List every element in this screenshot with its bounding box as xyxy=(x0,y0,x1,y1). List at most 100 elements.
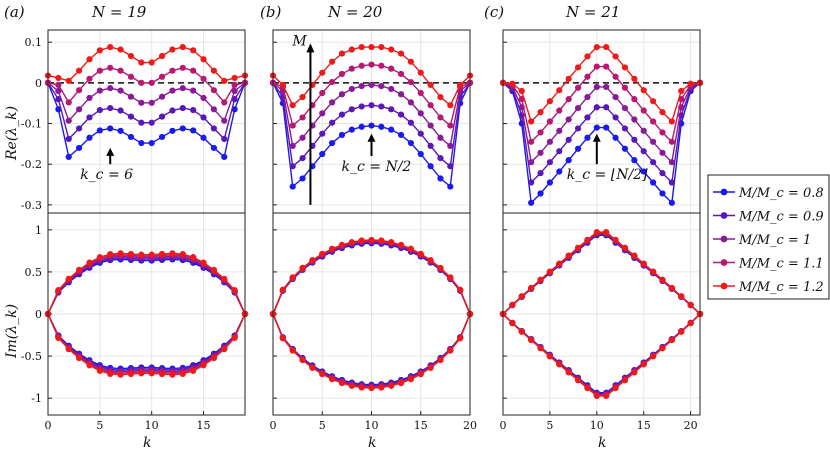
panel-a-re-point xyxy=(221,117,228,124)
panel-b-re-point xyxy=(427,122,434,129)
panel-a-re-point xyxy=(86,114,93,121)
panel-c-im-point xyxy=(546,268,554,275)
panel-b-im-point xyxy=(289,274,296,281)
panel-a-im-series-line xyxy=(47,252,246,315)
panel-b-im-point xyxy=(427,257,434,264)
panel-a-re-point xyxy=(107,43,114,51)
panel-a-re-ytick-label: -0.1 xyxy=(21,118,42,131)
panel-a-re-point xyxy=(96,107,103,114)
panel-c-re-point xyxy=(640,168,647,175)
panel-c-re-point xyxy=(640,107,647,114)
panel-a-title: N = 19 xyxy=(91,3,147,21)
panel-c-re-point xyxy=(603,43,610,51)
panel-c-im-point xyxy=(659,345,666,352)
panel-c-re-point xyxy=(537,149,544,156)
panel-a-im-point xyxy=(96,367,103,374)
panel-c-xtick-label: 5 xyxy=(546,419,553,432)
panel-c-re-series-line xyxy=(502,82,701,205)
panel-a-im-series-line xyxy=(47,313,246,371)
panel-a-re-point xyxy=(76,106,83,113)
panel-a-re-ytick-label: 0.1 xyxy=(25,36,43,49)
panel-a-im-point xyxy=(138,251,145,258)
panel-a-im-point xyxy=(148,251,155,258)
panel-c-annotation-label: k_c = ⌊N/2⌋ xyxy=(567,167,648,183)
panel-a-re-point xyxy=(96,67,103,74)
panel-a-re-point xyxy=(190,127,197,134)
panel-a-re-point xyxy=(169,107,176,114)
panel-a-re-point xyxy=(210,87,217,94)
panel-c-title: N = 21 xyxy=(565,3,620,21)
panel-a-xlabel: k xyxy=(143,435,151,451)
panel-a-re-point xyxy=(169,67,176,74)
panel-c-im-point xyxy=(593,228,600,236)
panel-b-re-point xyxy=(407,58,414,65)
panel-b-xlabel: k xyxy=(368,435,376,451)
panel-b-re-point xyxy=(437,94,444,101)
panel-b-xtick-label: 10 xyxy=(365,419,379,432)
panel-a-im-point xyxy=(221,346,228,353)
panel-a-im-point xyxy=(86,259,93,266)
panel-c-im-point xyxy=(612,236,619,243)
panel-c-im-series-line xyxy=(502,313,701,396)
panel-a-im-series-line xyxy=(47,255,246,315)
panel-b-label: (b) xyxy=(260,3,281,21)
panel-b-im-point xyxy=(447,347,454,354)
panel-c-im-point xyxy=(659,276,666,283)
panel-b-re-point xyxy=(447,163,454,170)
panel-c-re-point xyxy=(659,109,666,116)
panel-a-re-point xyxy=(179,125,186,132)
panel-a-re-point xyxy=(148,99,155,106)
panel-c-re-point xyxy=(593,124,600,131)
panel-b-title: N = 20 xyxy=(327,3,383,21)
panel-b-re-point xyxy=(329,119,336,126)
panel-b-re-point xyxy=(289,142,296,149)
panel-a-im-ytick-label: -0.5 xyxy=(21,350,42,363)
panel-b-im-point xyxy=(388,239,395,246)
panel-b-im-point xyxy=(358,384,365,391)
panel-a-re-point xyxy=(200,114,207,121)
panel-b-im-point xyxy=(437,357,444,364)
panel-a-im-point xyxy=(190,254,197,261)
panel-b-re-point xyxy=(368,122,375,129)
panel-a-re-point xyxy=(158,73,166,80)
panel-a-im-series-line xyxy=(47,257,246,315)
panel-c-im-point xyxy=(621,244,629,251)
panel-a-re-point xyxy=(179,104,186,112)
panel-b-re-point xyxy=(397,50,405,57)
panel-b-im-point xyxy=(299,357,306,364)
panel-a-re-point xyxy=(190,67,197,74)
panel-b-re-point xyxy=(388,106,395,113)
panel-a-re-ytick-label: 0 xyxy=(35,77,42,90)
panel-a-re-point xyxy=(190,87,197,94)
panel-c-re-point xyxy=(668,138,675,145)
panel-c-im-point xyxy=(584,236,591,243)
panel-c-re-point xyxy=(546,179,554,186)
panel-a-im-ytick-label: 0 xyxy=(35,308,42,321)
panel-a-re-point xyxy=(86,94,93,102)
panel-a-im-point xyxy=(221,275,228,282)
panel-b-re-point xyxy=(388,85,395,93)
panel-a-re-point xyxy=(96,47,103,54)
panel-a-re-point xyxy=(231,74,238,82)
panel-a-im-point xyxy=(200,362,207,369)
panel-a-re-point xyxy=(210,144,217,152)
panel-a-im-series-line xyxy=(47,313,246,376)
panel-a-re-point xyxy=(107,64,114,71)
panel-a-im-point xyxy=(231,334,238,341)
panel-b-im-point xyxy=(407,245,414,252)
panel-a-re-point xyxy=(76,144,83,152)
panel-b-im-point xyxy=(319,250,326,257)
panel-c-im-point xyxy=(509,301,516,308)
panel-a-re-point xyxy=(107,85,114,92)
panel-c-im-series-line xyxy=(502,232,701,315)
panel-c-re-point xyxy=(593,43,600,51)
panel-c-re-point xyxy=(640,148,647,155)
panel-b-re-point xyxy=(437,134,444,141)
panel-c-re-point xyxy=(574,125,582,132)
panel-c-re-point xyxy=(565,75,572,82)
panel-c-re-point xyxy=(668,179,675,186)
panel-c-re-series-line xyxy=(502,46,701,123)
panel-b-im-point xyxy=(358,237,365,244)
panel-b-m-label: M xyxy=(291,33,307,49)
